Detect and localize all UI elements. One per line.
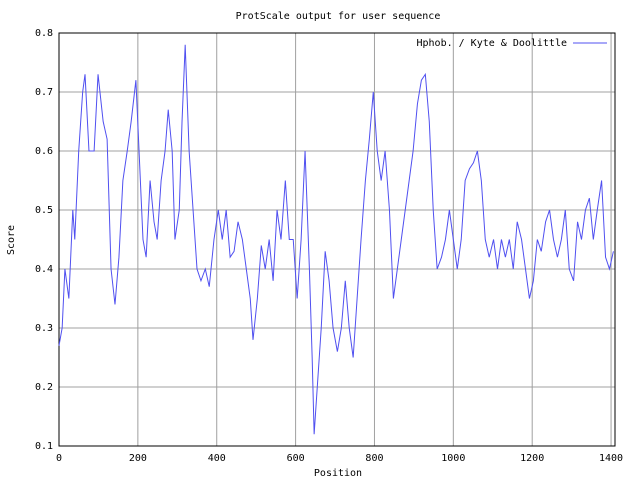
x-tick-label: 400 [208,453,226,464]
x-tick-label: 1200 [520,453,544,464]
y-tick-label: 0.6 [35,146,53,157]
y-axis-label: Score [6,225,17,255]
plot-border [58,32,616,447]
y-tick-label: 0.1 [35,441,53,452]
y-tick-label: 0.5 [35,205,53,216]
y-tick-label: 0.7 [35,87,53,98]
y-tick-label: 0.2 [35,382,53,393]
data-line [58,44,614,435]
x-tick-label: 1000 [441,453,465,464]
chart-title: ProtScale output for user sequence [236,11,441,22]
x-tick-label: 0 [56,453,62,464]
x-tick-label: 1400 [599,453,623,464]
x-axis-label: Position [314,468,362,479]
y-tick-label: 0.8 [35,28,53,39]
legend-label: Hphob. / Kyte & Doolittle [416,38,567,49]
y-tick-label: 0.3 [35,323,53,334]
x-tick-label: 200 [129,453,147,464]
y-tick-label: 0.4 [35,264,53,275]
x-tick-label: 600 [287,453,305,464]
x-tick-label: 800 [365,453,383,464]
